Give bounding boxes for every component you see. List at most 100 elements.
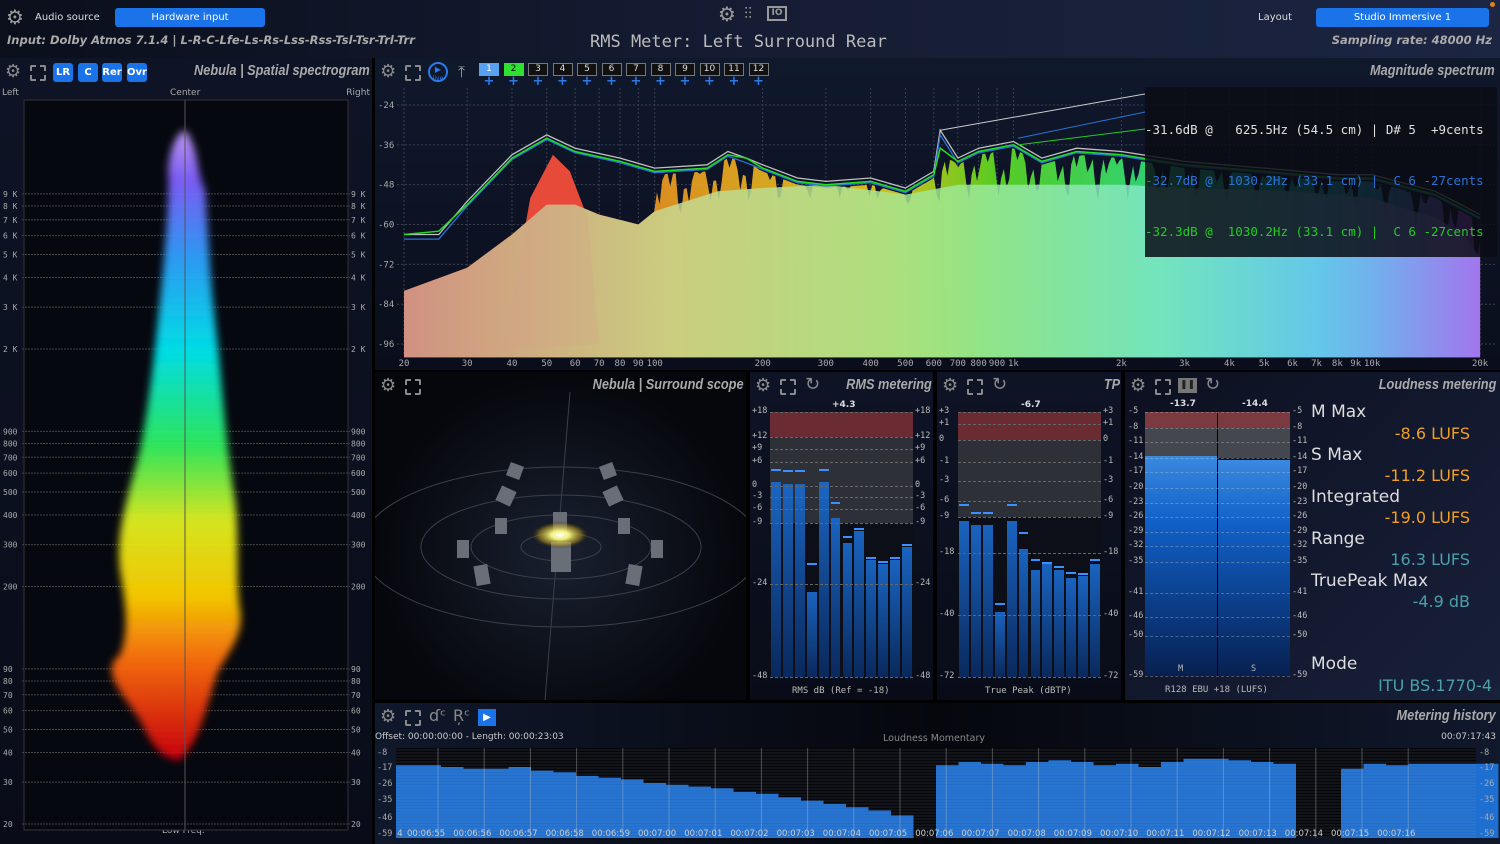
overview-button[interactable]: Ovr [127, 63, 147, 82]
meter-tick-right: -59 [1292, 670, 1308, 680]
offset-length: Offset: 00:00:00:00 - Length: 00:00:23:0… [375, 732, 564, 742]
channel-button-3[interactable]: 3 [528, 63, 548, 76]
channel-button-1[interactable]: 1 [479, 63, 499, 76]
fullscreen-icon[interactable] [30, 65, 46, 81]
play-button[interactable]: ▶ [478, 709, 496, 726]
stat-value: -19.0 LUFS [1384, 508, 1470, 527]
meter-bar [830, 518, 841, 677]
layout-select[interactable]: Studio Immersive 1 [1316, 8, 1489, 27]
history-time-label: 00:07:08 [1008, 829, 1046, 839]
channel-button-9[interactable]: 9 [675, 63, 695, 76]
meter-bar [866, 559, 877, 677]
freq-tick-right: 600 [351, 469, 366, 478]
meter-bar [1090, 564, 1100, 677]
reset-icon[interactable]: ↻ [1205, 374, 1221, 395]
meter-bar [1078, 575, 1089, 677]
meter-tick-left: -23 [1128, 497, 1144, 507]
lr-button[interactable]: LR [53, 63, 73, 82]
channel-add-icon[interactable]: + [630, 74, 642, 89]
channel-button-8[interactable]: 8 [650, 63, 671, 76]
meter-tick-right: -3 [915, 491, 926, 501]
m-channel-label: M [1178, 664, 1184, 674]
channel-add-icon[interactable]: + [728, 74, 740, 89]
channel-button-2[interactable]: 2 [503, 63, 524, 76]
x-tick-label: 200 [755, 359, 771, 369]
channel-button-4[interactable]: 4 [552, 63, 573, 76]
center-button[interactable]: C [78, 63, 98, 82]
channel-add-icon[interactable]: + [483, 74, 495, 89]
freq-tick-right: 700 [351, 453, 366, 462]
rear-button[interactable]: Rer [102, 63, 122, 82]
channel-add-icon[interactable]: + [508, 74, 519, 89]
meter-tick-left: -50 [1128, 630, 1144, 640]
history-area [1341, 763, 1499, 838]
live-button[interactable]: ▶ live [428, 62, 448, 82]
freq-tick-left: 40 [3, 749, 13, 758]
history-time-label: 00:07:06 [915, 829, 953, 839]
gear-icon[interactable]: ⚙ [1130, 375, 1147, 396]
channel-add-icon[interactable]: + [581, 74, 593, 89]
gear-icon[interactable]: ⚙ [380, 706, 397, 727]
freq-tick-right: 400 [351, 511, 366, 520]
reset-tc-icon[interactable]: Ŗᶜ [453, 706, 471, 725]
channel-add-icon[interactable]: + [704, 74, 715, 89]
gear-icon[interactable]: ⚙ [5, 61, 22, 82]
channel-button-7[interactable]: 7 [626, 63, 646, 76]
fullscreen-icon[interactable] [780, 379, 796, 395]
channel-button-5[interactable]: 5 [577, 63, 597, 76]
fullscreen-icon[interactable] [967, 379, 983, 395]
channel-add-icon[interactable]: + [679, 74, 691, 89]
meter-tick-left: -72 [939, 671, 955, 681]
channel-button-12[interactable]: 12 [748, 63, 769, 76]
channel-add-icon[interactable]: + [557, 74, 568, 89]
meter-peak-hold [878, 560, 889, 563]
gear-icon[interactable]: ⚙ [6, 5, 24, 29]
channel-button-6[interactable]: 6 [601, 63, 622, 76]
freq-tick-right: 70 [351, 691, 361, 700]
meter-tick-right: -6 [915, 503, 926, 513]
reset-icon[interactable]: ↻ [805, 374, 821, 395]
meter-tick-right: -50 [1292, 630, 1308, 640]
gear-icon[interactable]: ⚙ [718, 2, 736, 26]
channel-add-icon[interactable]: + [532, 74, 544, 89]
channel-add-icon[interactable]: + [655, 74, 666, 89]
right-label: Right [346, 88, 370, 98]
meter-tick-right: -72 [1103, 671, 1119, 681]
gear-icon[interactable]: ⚙ [942, 375, 959, 396]
meter-tick-left: +6 [752, 456, 763, 466]
meter-peak-hold [1042, 561, 1053, 564]
channel-add-icon[interactable]: + [606, 74, 617, 89]
io-icon[interactable]: IO [767, 6, 787, 21]
channel-button-11[interactable]: 11 [724, 63, 744, 76]
readout-leader-white [940, 93, 1146, 131]
meter-tick-left: -26 [1128, 511, 1144, 521]
y-tick-label: -60 [378, 221, 394, 231]
audio-source-select[interactable]: Hardware input [115, 8, 265, 27]
channel-add-icon[interactable]: + [753, 74, 764, 89]
meter-grid-line [958, 501, 1101, 502]
meter-grid-line [770, 584, 913, 585]
meter-tick-right: -23 [1292, 497, 1308, 507]
meter-grid-line [1145, 517, 1290, 518]
meter-tick-right: 0 [1103, 434, 1109, 444]
pin-icon[interactable]: ⤒ [458, 62, 466, 81]
meter-tick-left: -24 [752, 578, 768, 588]
tempo-icon[interactable]: ɗᶜ [429, 706, 447, 725]
meter-peak-hold [1090, 559, 1100, 562]
reset-icon[interactable]: ↻ [992, 374, 1008, 395]
gear-icon[interactable]: ⚙ [755, 375, 772, 396]
meter-grid-line [1145, 458, 1290, 459]
fullscreen-icon[interactable] [405, 379, 421, 395]
freq-tick-right: 200 [351, 583, 366, 592]
fullscreen-icon[interactable] [1155, 379, 1171, 395]
pause-button[interactable]: ❚❚ [1178, 378, 1197, 393]
channel-button-10[interactable]: 10 [699, 63, 720, 76]
meter-grid-line [770, 486, 913, 487]
freq-tick-left: 5 K [3, 250, 18, 259]
fullscreen-icon[interactable] [405, 710, 421, 726]
fullscreen-icon[interactable] [405, 65, 421, 81]
gear-icon[interactable]: ⚙ [380, 61, 397, 82]
y-tick-label: -84 [378, 300, 394, 310]
mixer-sliders-icon[interactable]: ⫶⫶ [744, 4, 753, 23]
gear-icon[interactable]: ⚙ [380, 375, 397, 396]
